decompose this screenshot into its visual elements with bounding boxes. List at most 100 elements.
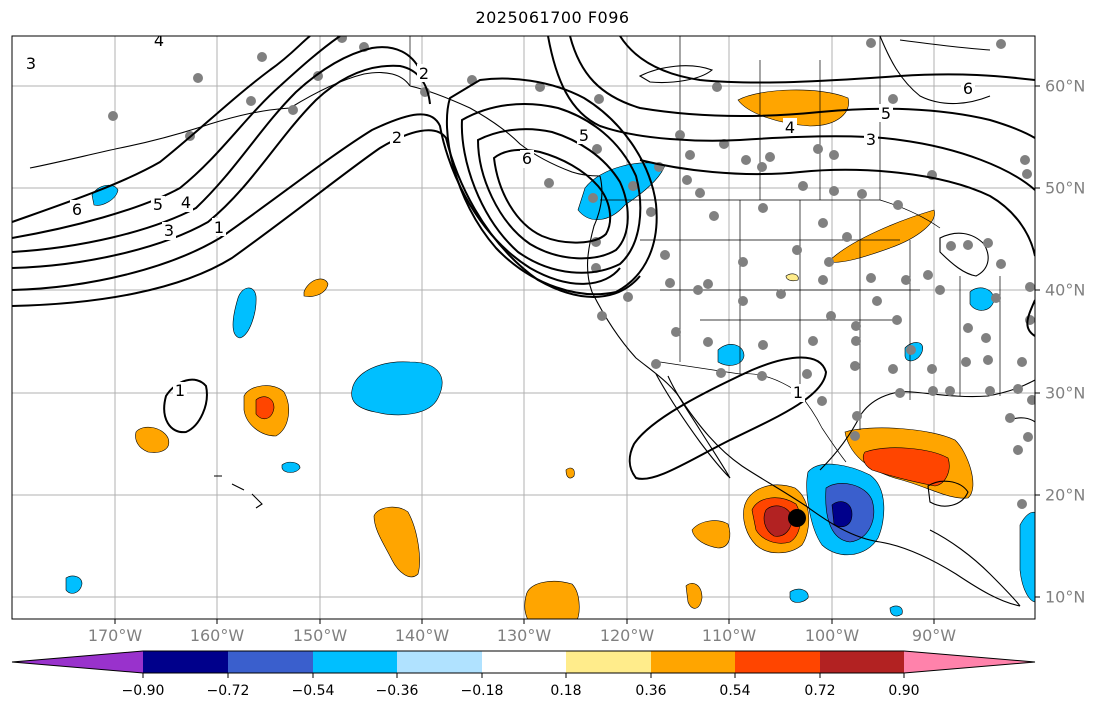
longitude-label: 170°W <box>87 626 143 645</box>
negative-region <box>717 344 745 366</box>
alaska-west <box>289 71 411 109</box>
yucatan <box>927 480 969 507</box>
colorbar-segment <box>820 651 904 673</box>
latitude-label: 30°N <box>1045 383 1086 403</box>
longitude-label: 110°W <box>701 626 757 645</box>
contour-line <box>569 36 1035 139</box>
contour-line <box>628 356 828 480</box>
latitude-label: 60°N <box>1045 76 1086 96</box>
positive-region <box>524 581 580 619</box>
hudson-bay <box>879 36 991 105</box>
contour-line <box>163 378 208 434</box>
colorbar-segment <box>143 651 228 673</box>
contour-line <box>639 159 1035 257</box>
colorbar-segment <box>228 651 313 673</box>
colorbar-tick-label: −0.18 <box>460 683 504 699</box>
great-lakes <box>939 232 989 277</box>
contour-label: 3 <box>866 130 876 149</box>
positive-region <box>827 209 935 263</box>
hawaii <box>214 475 263 509</box>
contour-line <box>445 77 658 296</box>
positive-region <box>255 396 275 420</box>
colorbar-ticks <box>142 673 905 678</box>
contour-labels: 3 4 6 5 4 3 1 2 5 6 6 5 4 3 <box>24 31 975 402</box>
longitude-label: 100°W <box>804 626 860 645</box>
colorbar-tick-label: 0.72 <box>804 683 836 699</box>
contour-label: 2 <box>392 128 402 147</box>
latitude-label: 50°N <box>1045 178 1086 198</box>
contour-line <box>492 149 612 244</box>
colorbar <box>11 650 1036 678</box>
positive-region <box>862 447 950 487</box>
colorbar-tick-label: −0.90 <box>121 683 165 699</box>
negative-region <box>232 287 257 339</box>
shaded-field <box>65 89 1035 619</box>
colorbar-segment <box>313 651 397 673</box>
colorbar-tick-label: −0.54 <box>291 683 335 699</box>
us-canada-border <box>600 199 941 229</box>
contour-label: 6 <box>522 149 532 168</box>
province-lines <box>679 36 881 200</box>
longitude-label: 130°W <box>496 626 552 645</box>
map-title: 2025061700 F096 <box>475 8 630 27</box>
storm-center-marker <box>788 509 806 527</box>
contour-line <box>12 64 431 269</box>
contour-line <box>460 103 642 274</box>
colorbar-tick-label: 0.36 <box>635 683 667 699</box>
colorbar-tick-label: −0.36 <box>375 683 419 699</box>
contour-label: 1 <box>214 218 224 237</box>
contour-label: 6 <box>963 79 973 98</box>
positive-region <box>303 278 329 297</box>
contour-label: 5 <box>579 126 589 145</box>
state-lines <box>640 200 1001 430</box>
colorbar-segment <box>651 651 735 673</box>
latitude-label: 40°N <box>1045 280 1086 300</box>
negative-region <box>889 605 903 617</box>
contour-label: 1 <box>793 383 803 402</box>
colorbar-tick-label: −0.72 <box>206 683 250 699</box>
negative-region <box>351 361 443 416</box>
contour-line <box>619 36 1035 84</box>
contour-label: 4 <box>785 118 795 137</box>
negative-region <box>65 575 83 594</box>
contour-label: 6 <box>72 200 82 219</box>
positive-region <box>685 583 703 609</box>
contour-line <box>547 36 1035 191</box>
gulf-coast <box>819 379 1035 471</box>
negative-region <box>969 287 995 311</box>
contour-line <box>476 128 629 260</box>
latitude-label: 10°N <box>1045 587 1086 607</box>
contour-label: 3 <box>26 54 36 73</box>
positive-region <box>373 506 420 578</box>
longitude-label: 90°W <box>911 626 957 645</box>
negative-region <box>789 588 809 603</box>
colorbar-tick-label: 0.54 <box>719 683 751 699</box>
contour-label: 5 <box>153 195 163 214</box>
positive-region <box>135 426 170 453</box>
contour-line <box>1026 299 1035 337</box>
contour-label: 4 <box>154 31 164 50</box>
latitude-label: 20°N <box>1045 485 1086 505</box>
positive-region <box>763 505 793 537</box>
colorbar-segment <box>566 651 651 673</box>
colorbar-segment <box>904 651 1035 673</box>
aleutian-chain <box>29 107 291 169</box>
contour-line <box>12 36 311 223</box>
contour-line <box>12 46 421 253</box>
contour-line <box>12 113 621 291</box>
colorbar-segment <box>12 651 143 673</box>
colorbar-tick-label: 0.18 <box>550 683 582 699</box>
negative-region <box>831 501 853 527</box>
longitude-label: 120°W <box>599 626 655 645</box>
colorbar-segment <box>482 651 566 673</box>
station-markers <box>108 36 1035 509</box>
contour-label: 5 <box>881 104 891 123</box>
longitude-label: 160°W <box>189 626 245 645</box>
baja-california <box>655 373 731 479</box>
positive-region <box>691 520 731 549</box>
positive-region <box>565 467 575 479</box>
map-panel: 3 4 6 5 4 3 1 2 5 6 6 5 4 3 <box>11 31 1040 624</box>
axis-ticks <box>114 85 1040 624</box>
contour-label: 4 <box>181 193 191 212</box>
positive-region <box>785 273 799 282</box>
